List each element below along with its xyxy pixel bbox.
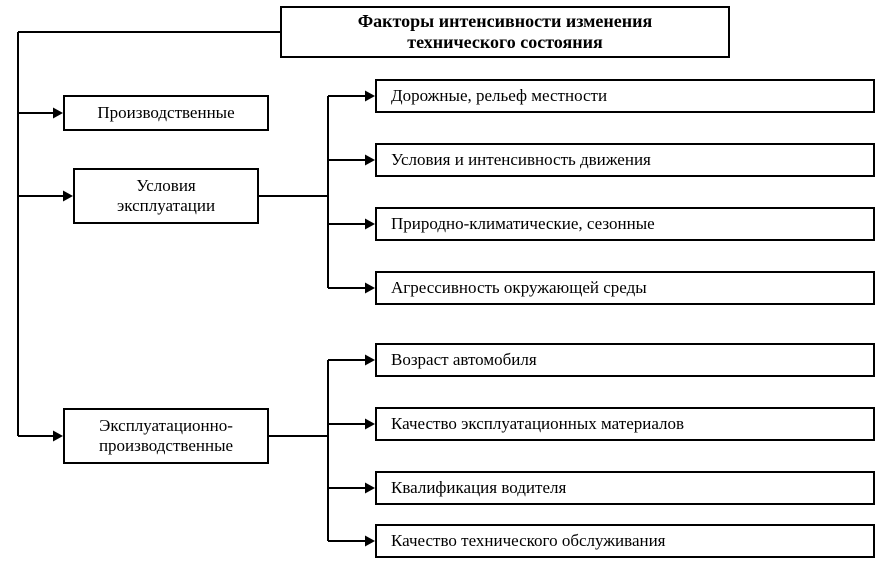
leaf-node-2-1: Качество эксплуатационных материалов	[375, 407, 875, 441]
leaf-node-2-3: Качество технического обслуживания	[375, 524, 875, 558]
leaf-node-2-1-label: Качество эксплуатационных материалов	[391, 414, 873, 434]
leaf-node-1-3: Агрессивность окружающей среды	[375, 271, 875, 305]
category-node-0-label: Производственные	[65, 103, 267, 123]
category-node-1: Условияэксплуатации	[73, 168, 259, 224]
category-node-2-label: Эксплуатационно-производственные	[65, 416, 267, 455]
category-node-1-label: Условияэксплуатации	[75, 176, 257, 215]
leaf-node-2-0-label: Возраст автомобиля	[391, 350, 873, 370]
leaf-node-2-0: Возраст автомобиля	[375, 343, 875, 377]
diagram-canvas: Факторы интенсивности изменениятехническ…	[0, 0, 893, 566]
leaf-node-1-3-label: Агрессивность окружающей среды	[391, 278, 873, 298]
category-node-2: Эксплуатационно-производственные	[63, 408, 269, 464]
leaf-node-1-2: Природно-климатические, сезонные	[375, 207, 875, 241]
leaf-node-2-2-label: Квалификация водителя	[391, 478, 873, 498]
leaf-node-1-1-label: Условия и интенсивность движения	[391, 150, 873, 170]
leaf-node-1-1: Условия и интенсивность движения	[375, 143, 875, 177]
leaf-node-1-0-label: Дорожные, рельеф местности	[391, 86, 873, 106]
root-node-label: Факторы интенсивности изменениятехническ…	[282, 11, 728, 52]
root-node: Факторы интенсивности изменениятехническ…	[280, 6, 730, 58]
leaf-node-1-0: Дорожные, рельеф местности	[375, 79, 875, 113]
category-node-0: Производственные	[63, 95, 269, 131]
leaf-node-1-2-label: Природно-климатические, сезонные	[391, 214, 873, 234]
leaf-node-2-2: Квалификация водителя	[375, 471, 875, 505]
leaf-node-2-3-label: Качество технического обслуживания	[391, 531, 873, 551]
